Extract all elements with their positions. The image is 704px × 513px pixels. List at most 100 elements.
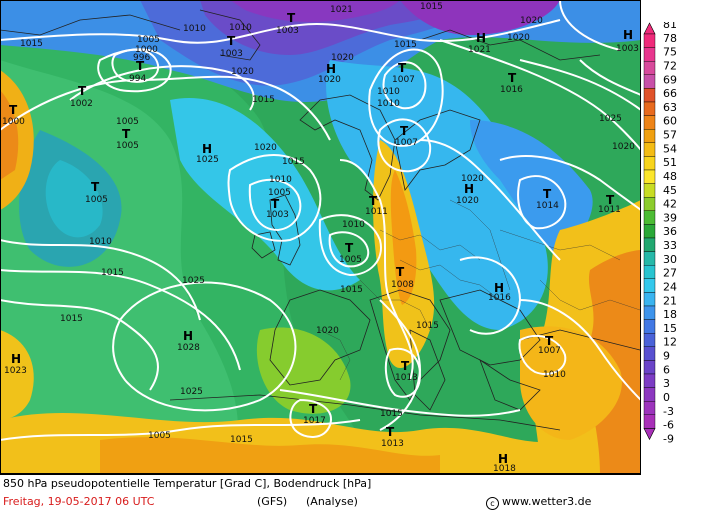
center-value: 1005 bbox=[116, 141, 139, 151]
color-scale-legend: 81 78 75 72 69 66 63 60 57 54 51 48 45 42 39 36 33 30 27 24… bbox=[643, 18, 704, 458]
center-symbol: T bbox=[91, 180, 100, 194]
center-value: 1025 bbox=[196, 155, 219, 165]
isobar-label: 1020 bbox=[461, 174, 484, 184]
center-symbol: H bbox=[464, 182, 474, 196]
scale-tick-label: 33 bbox=[663, 239, 677, 252]
isobar-label: 1015 bbox=[282, 157, 305, 167]
center-value: 1011 bbox=[365, 207, 388, 217]
isobar-label: 1020 bbox=[507, 33, 530, 43]
center-symbol: T bbox=[386, 425, 395, 439]
scale-swatch bbox=[643, 169, 656, 184]
center-symbol: H bbox=[11, 352, 21, 366]
center-value: 1007 bbox=[395, 138, 418, 148]
scale-tick-label: 42 bbox=[663, 198, 677, 211]
scale-swatch bbox=[643, 142, 656, 157]
scale-swatch bbox=[643, 333, 656, 348]
scale-tick-label: 60 bbox=[663, 115, 677, 128]
isobar-label: 1005 bbox=[148, 431, 171, 441]
copyright-icon: c bbox=[486, 497, 499, 510]
center-symbol: T bbox=[545, 334, 554, 348]
center-symbol: T bbox=[401, 359, 410, 373]
isobar-labels: 1010 1015 1010 1005 1000 1021 1015 1020 … bbox=[20, 2, 635, 445]
center-symbol: H bbox=[494, 281, 504, 295]
center-symbol: T bbox=[369, 194, 378, 208]
center-symbol: T bbox=[606, 193, 615, 207]
center-value: 1005 bbox=[339, 255, 362, 265]
center-value: 1003 bbox=[616, 44, 639, 54]
scale-tick-label: -9 bbox=[663, 432, 674, 445]
scale-swatch bbox=[643, 387, 656, 402]
center-symbol: T bbox=[122, 127, 131, 141]
isobar-label: 1025 bbox=[599, 114, 622, 124]
scale-swatch bbox=[643, 224, 656, 239]
scale-swatch bbox=[643, 237, 656, 252]
isobar-label: 1005 bbox=[116, 117, 139, 127]
scale-tick-label: 69 bbox=[663, 73, 677, 86]
center-symbol: H bbox=[623, 28, 633, 42]
center-value: 1003 bbox=[266, 210, 289, 220]
center-value: 1016 bbox=[500, 85, 523, 95]
pressure-centers: T 1003 T 1003 H 1020 H 1021 H 1003 T 994… bbox=[2, 11, 639, 474]
scale-tick-label: -3 bbox=[663, 405, 674, 418]
scale-tick-label: 0 bbox=[663, 391, 670, 404]
center-value: 1021 bbox=[468, 45, 491, 55]
isobar-label: 1020 bbox=[520, 16, 543, 26]
center-value: 1002 bbox=[70, 99, 93, 109]
isobar-label: 1015 bbox=[230, 435, 253, 445]
scale-tick-label: 57 bbox=[663, 129, 677, 142]
isobar-label: 1015 bbox=[394, 40, 417, 50]
center-symbol: T bbox=[271, 197, 280, 211]
center-value: 1008 bbox=[391, 280, 414, 290]
center-value: 1020 bbox=[456, 196, 479, 206]
isobar-label: 1010 bbox=[229, 23, 252, 33]
scale-swatch bbox=[643, 156, 656, 171]
center-symbol: T bbox=[508, 71, 517, 85]
center-symbol: T bbox=[543, 187, 552, 201]
isobar-label: 1025 bbox=[182, 276, 205, 286]
scale-swatch bbox=[643, 101, 656, 116]
isobar-label: 1020 bbox=[231, 67, 254, 77]
isobar-label: 1020 bbox=[331, 53, 354, 63]
center-symbol: H bbox=[202, 142, 212, 156]
center-value: 994 bbox=[129, 74, 146, 84]
center-value: 1011 bbox=[598, 205, 621, 215]
scale-tick-label: 9 bbox=[663, 350, 670, 363]
scale-swatch bbox=[643, 88, 656, 103]
center-symbol: T bbox=[345, 241, 354, 255]
center-symbol: T bbox=[227, 34, 236, 48]
scale-swatch bbox=[643, 128, 656, 143]
weather-map: T 1003 T 1003 H 1020 H 1021 H 1003 T 994… bbox=[0, 0, 641, 474]
isobar-label: 1015 bbox=[20, 39, 43, 49]
map-canvas: T 1003 T 1003 H 1020 H 1021 H 1003 T 994… bbox=[0, 0, 641, 474]
center-symbol: T bbox=[309, 402, 318, 416]
scale-swatch bbox=[643, 74, 656, 89]
scale-tick-label: 21 bbox=[663, 294, 677, 307]
model-name: (GFS) bbox=[257, 495, 288, 508]
scale-tick-label: 66 bbox=[663, 87, 677, 100]
scale-tick-label: 39 bbox=[663, 211, 677, 224]
center-value: 1016 bbox=[488, 293, 511, 303]
isobar-label: 1005 bbox=[137, 35, 160, 45]
scale-tick-label: 12 bbox=[663, 336, 677, 349]
run-type: (Analyse) bbox=[306, 495, 358, 508]
center-value: 1014 bbox=[536, 201, 559, 211]
scale-tick-label: 81 bbox=[663, 22, 677, 31]
center-value: 1007 bbox=[392, 75, 415, 85]
scale-bottom-arrow bbox=[643, 428, 656, 441]
isobar-label: 1010 bbox=[543, 370, 566, 380]
center-value: 1003 bbox=[276, 26, 299, 36]
scale-tick-label: 63 bbox=[663, 101, 677, 114]
center-value: 1028 bbox=[177, 343, 200, 353]
isobar-label: 996 bbox=[133, 53, 150, 63]
center-value: 1020 bbox=[318, 75, 341, 85]
scale-tick-label: 30 bbox=[663, 253, 677, 266]
scale-tick-label: 78 bbox=[663, 32, 677, 45]
isobar-label: 1020 bbox=[254, 143, 277, 153]
isobar-label: 1010 bbox=[269, 175, 292, 185]
isobar-label: 1021 bbox=[330, 5, 353, 15]
source-credit: c www.wetter3.de bbox=[486, 495, 591, 510]
isobar-label: 1015 bbox=[60, 314, 83, 324]
scale-tick-label: 27 bbox=[663, 267, 677, 280]
scale-swatch bbox=[643, 33, 656, 48]
scale-swatch bbox=[643, 360, 656, 375]
